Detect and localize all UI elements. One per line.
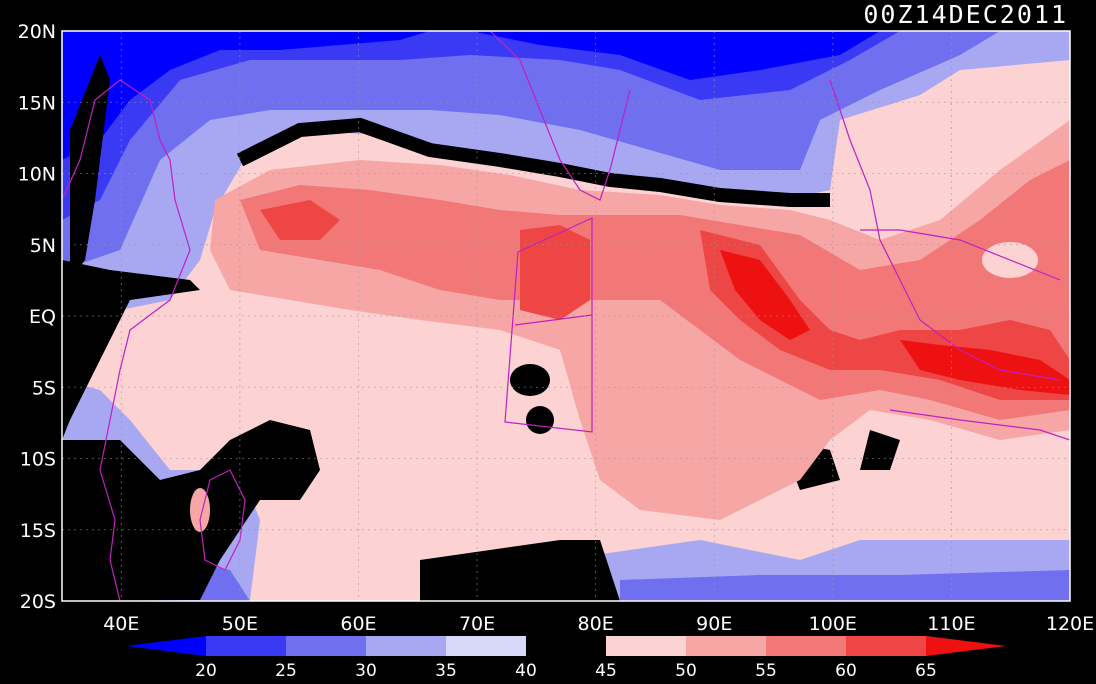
field-black-spot-2 (526, 406, 554, 434)
field-black-spot-1 (510, 364, 550, 396)
coastline-india (489, 31, 631, 201)
lon-label: 40E (103, 613, 139, 635)
lat-label: 10S (20, 449, 56, 471)
colorbar-swatch (366, 636, 447, 656)
colorbar-level-label: 45 (595, 661, 617, 680)
lat-label: 15N (18, 92, 56, 114)
field-plot (62, 31, 1070, 601)
field-black-patch-s (420, 540, 620, 601)
lon-label: 110E (927, 613, 975, 635)
lat-label: 15S (20, 520, 56, 542)
field-black-band-north (236, 117, 830, 207)
colorbar-swatch (526, 636, 607, 656)
timestamp-title: 00Z14DEC2011 (863, 0, 1068, 29)
colorbar-swatch (286, 636, 367, 656)
colorbar-swatch (206, 636, 287, 656)
field-black-strip (70, 55, 110, 280)
lon-label: 50E (222, 613, 258, 635)
colorbar-level-label: 50 (675, 661, 697, 680)
colorbar: 20 25 30 35 40 45 50 55 60 65 (126, 636, 1006, 681)
colorbar-arrow-low (126, 636, 206, 656)
field-black-band-west (62, 260, 200, 440)
lat-label: 5S (32, 377, 56, 399)
lon-label: 70E (459, 613, 495, 635)
lon-label: 90E (696, 613, 732, 635)
map-frame (61, 30, 1071, 602)
colorbar-level-label: 60 (835, 661, 857, 680)
lat-label: EQ (29, 306, 56, 328)
coastline-madagascar (199, 469, 246, 571)
colorbar-swatch (686, 636, 767, 656)
colorbar-swatch (606, 636, 687, 656)
colorbar-level-label: 20 (195, 661, 217, 680)
lat-label: 20N (18, 21, 56, 43)
lat-label: 5N (30, 235, 56, 257)
lon-label: 120E (1046, 613, 1094, 635)
lon-label: 80E (578, 613, 614, 635)
field-north-blue-deep (62, 31, 880, 160)
colorbar-swatch (766, 636, 847, 656)
lat-axis: 20N 15N 10N 5N EQ 5S 10S 15S 20S (18, 21, 56, 613)
region-box (504, 217, 593, 433)
lat-label: 20S (20, 591, 56, 613)
colorbar-level-label: 25 (275, 661, 297, 680)
field-over-65 (720, 250, 1070, 395)
colorbar-swatch (446, 636, 527, 656)
field-light-patch-1 (878, 176, 922, 204)
field-60-65 (260, 200, 1070, 400)
colorbar-swatch (846, 636, 927, 656)
colorbar-arrow-high (926, 636, 1006, 656)
lat-label: 10N (18, 164, 56, 186)
colorbar-level-label: 55 (755, 661, 777, 680)
grid-lines (62, 31, 1070, 601)
lon-axis: 40E 50E 60E 70E 80E 90E 100E 110E 120E (103, 613, 1094, 635)
colorbar-level-label: 35 (435, 661, 457, 680)
colorbar-level-label: 65 (915, 661, 937, 680)
coastline-sea-asia (829, 79, 1070, 441)
lon-label: 100E (809, 613, 857, 635)
colorbar-level-label: 40 (515, 661, 537, 680)
colorbar-level-label: 30 (355, 661, 377, 680)
lon-label: 60E (340, 613, 376, 635)
coastline-africa (62, 79, 191, 601)
field-light-patch-3 (190, 488, 210, 532)
